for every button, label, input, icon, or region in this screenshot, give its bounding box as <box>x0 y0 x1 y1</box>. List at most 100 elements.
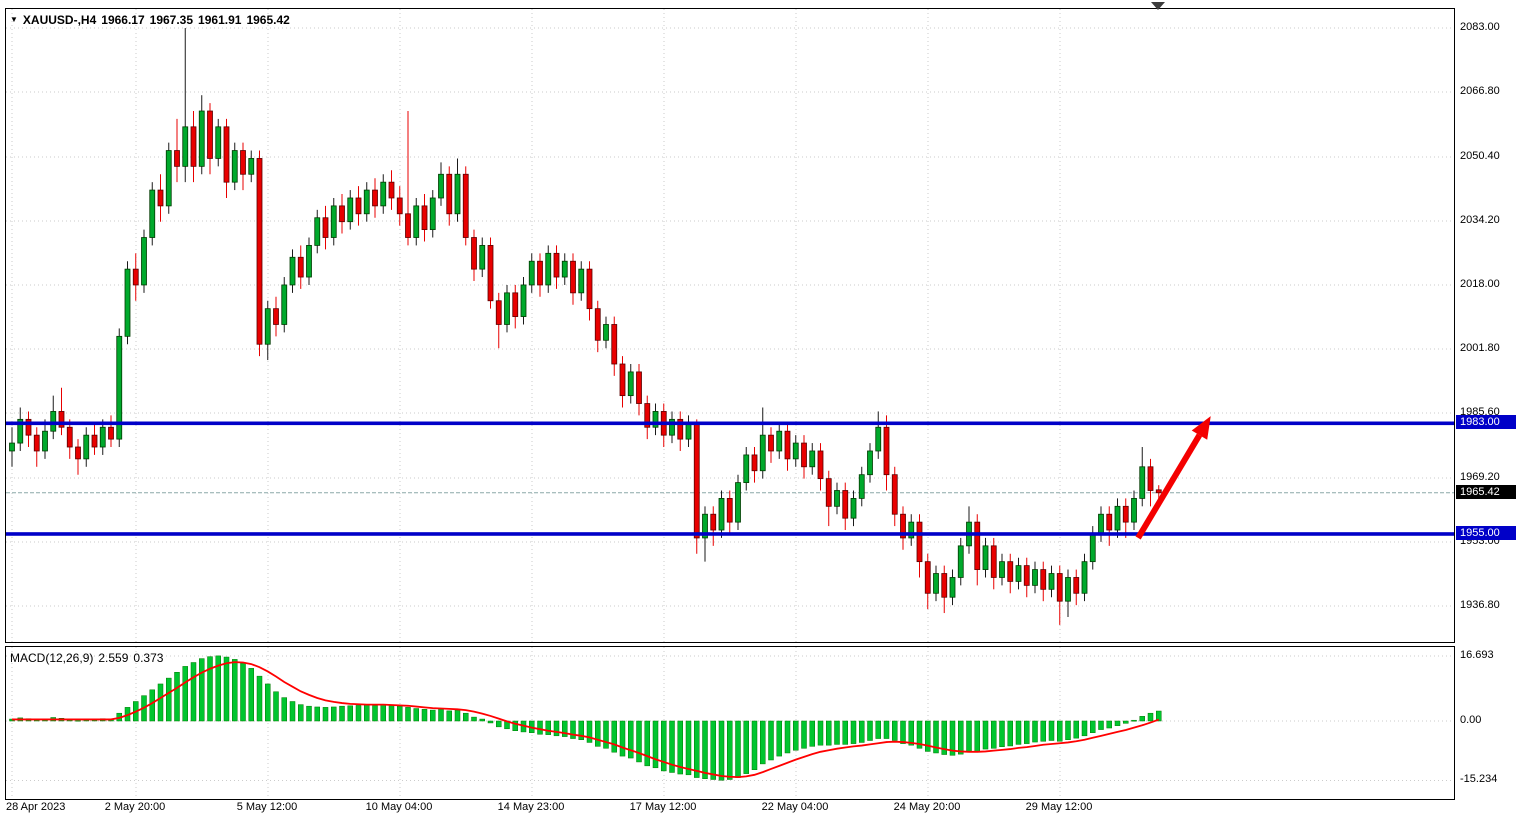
candle <box>264 300 271 361</box>
macd-indicator-panel[interactable] <box>5 646 1455 800</box>
macd-tick-label: -15.234 <box>1460 773 1498 785</box>
candle <box>248 150 255 183</box>
candle <box>322 205 329 250</box>
symbol-name: XAUUSD-,H4 <box>22 13 97 27</box>
candle <box>1131 490 1137 531</box>
macd-bar <box>751 720 758 770</box>
macd-bar <box>190 662 197 722</box>
macd-bar <box>710 720 716 780</box>
macd-bar <box>1048 720 1055 741</box>
macd-title: MACD(12,26,9) <box>10 651 94 665</box>
macd-bar <box>578 720 584 740</box>
candle <box>660 403 667 448</box>
support-line[interactable] <box>6 532 1454 536</box>
candle <box>1032 561 1038 594</box>
macd-bar <box>446 710 452 722</box>
macd-bar <box>776 720 782 757</box>
macd-bar <box>1057 720 1063 742</box>
macd-bar <box>372 705 378 722</box>
macd-bar <box>586 720 593 743</box>
macd-bar <box>1040 720 1046 742</box>
price-chart-panel[interactable] <box>5 8 1455 643</box>
candle <box>545 245 552 293</box>
time-axis-label: 10 May 04:00 <box>365 801 433 813</box>
candle <box>471 229 477 281</box>
chart-shift-marker-icon[interactable] <box>1151 2 1165 10</box>
macd-bar <box>430 709 436 722</box>
macd-bar <box>735 720 741 778</box>
candle <box>388 170 395 210</box>
candle <box>479 237 486 278</box>
macd-bar <box>1007 720 1013 747</box>
candle <box>42 419 48 459</box>
candle <box>834 482 840 515</box>
candle <box>677 411 684 451</box>
candle <box>586 261 593 321</box>
time-axis-label: 14 May 23:00 <box>497 801 565 813</box>
candle <box>372 178 378 218</box>
candle <box>636 364 642 416</box>
candle <box>1023 557 1030 598</box>
macd-bar <box>207 656 213 722</box>
candle <box>273 296 279 337</box>
candle <box>174 118 180 183</box>
candle <box>9 427 15 467</box>
candle <box>1122 498 1129 538</box>
resistance-line[interactable] <box>6 421 1454 426</box>
candle <box>1081 553 1088 602</box>
macd-bar <box>702 720 708 779</box>
macd-bar <box>842 720 848 745</box>
symbol-dropdown-icon[interactable]: ▼ <box>10 15 18 24</box>
candle <box>182 28 189 183</box>
candle <box>627 364 634 404</box>
candle <box>528 253 535 293</box>
candle <box>916 514 923 578</box>
candle <box>495 292 502 349</box>
candle <box>75 439 81 475</box>
price-tick-label: 1936.80 <box>1460 599 1500 611</box>
macd-bar <box>347 705 353 722</box>
candle <box>776 423 783 459</box>
candle <box>363 182 370 222</box>
candle <box>570 253 576 305</box>
candle <box>83 427 90 467</box>
time-axis-label: 17 May 12:00 <box>629 801 697 813</box>
macd-bar <box>933 720 939 754</box>
candle <box>759 407 766 479</box>
candle <box>438 162 444 206</box>
macd-bar <box>991 720 997 749</box>
price-tick-label: 2083.00 <box>1460 21 1500 33</box>
macd-bar <box>388 705 395 722</box>
candle <box>314 209 321 254</box>
trend-arrow[interactable] <box>1135 416 1211 540</box>
macd-bar <box>553 720 560 737</box>
macd-bar <box>611 720 617 753</box>
candle <box>1056 565 1063 625</box>
support-price-label: 1955.00 <box>1456 526 1516 540</box>
macd-bar <box>174 672 180 722</box>
time-axis: 28 Apr 2023 2 May 20:00 5 May 12:00 10 May … <box>5 801 1455 819</box>
candle <box>289 249 296 293</box>
macd-bar <box>199 658 205 722</box>
macd-bar <box>826 720 832 746</box>
candlestick-layer <box>9 28 1162 625</box>
candle <box>421 194 428 242</box>
time-axis-label: 29 May 12:00 <box>1025 801 1093 813</box>
candle <box>908 514 915 546</box>
macd-indicator-label: MACD(12,26,9) 2.559 0.373 <box>10 651 168 665</box>
price-axis: 2083.00 2066.80 2050.40 2034.20 2018.00 2001.… <box>1456 0 1517 825</box>
macd-bar <box>768 720 774 761</box>
macd-bar <box>471 716 477 722</box>
current-price-label: 1965.42 <box>1456 485 1516 499</box>
macd-bar <box>999 720 1005 747</box>
candle <box>974 514 981 586</box>
candle <box>141 229 147 293</box>
time-axis-label: 22 May 04:00 <box>761 801 829 813</box>
candle <box>330 197 337 246</box>
candle <box>949 569 956 606</box>
macd-bar <box>661 720 667 772</box>
candle <box>1040 561 1047 602</box>
macd-bar <box>339 705 345 722</box>
macd-bar <box>223 656 230 722</box>
macd-bar <box>355 705 362 722</box>
